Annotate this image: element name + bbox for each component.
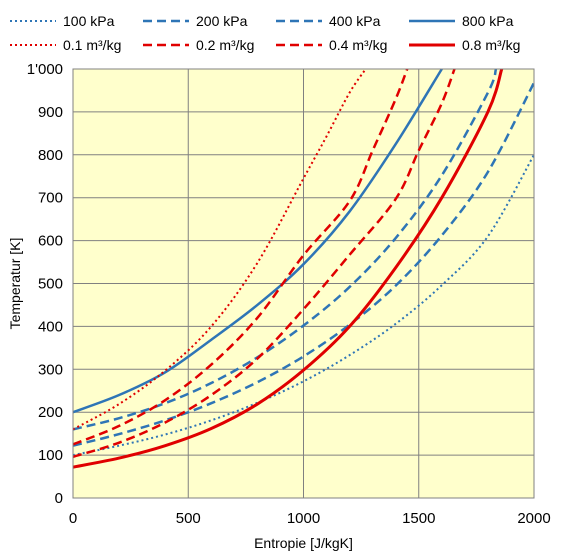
- y-tick-label: 0: [55, 490, 63, 507]
- y-tick-label: 1'000: [27, 61, 63, 78]
- legend-label-5: 0.2 m³/kg: [196, 37, 254, 53]
- series-line-0: [73, 154, 534, 457]
- y-tick-label: 800: [38, 147, 63, 164]
- y-tick-label: 100: [38, 447, 63, 464]
- series-line-7: [73, 68, 504, 469]
- x-tick-label: 0: [69, 510, 77, 527]
- legend-label-4: 0.1 m³/kg: [63, 37, 121, 53]
- x-tick-label: 1000: [287, 510, 320, 527]
- y-tick-label: 500: [38, 276, 63, 293]
- legend-label-2: 400 kPa: [329, 13, 381, 29]
- series-line-1: [73, 82, 534, 447]
- y-tick-label: 600: [38, 233, 63, 250]
- legend-label-7: 0.8 m³/kg: [462, 37, 520, 53]
- series-line-6: [73, 68, 456, 459]
- y-tick-label: 400: [38, 318, 63, 335]
- series-lines: [73, 68, 534, 469]
- x-tick-label: 500: [176, 510, 201, 527]
- y-axis-label: Temperatur [K]: [7, 238, 23, 330]
- y-tick-label: 200: [38, 404, 63, 421]
- x-tick-label: 1500: [402, 510, 435, 527]
- legend-label-0: 100 kPa: [63, 13, 115, 29]
- legend: 100 kPa 200 kPa 400 kPa 800 kPa 0.1 m³/kg 0.2…: [10, 13, 520, 53]
- series-line-5: [73, 68, 409, 446]
- x-axis-label: Entropie [J/kgK]: [254, 535, 353, 551]
- y-tick-label: 900: [38, 104, 63, 121]
- legend-label-3: 800 kPa: [462, 13, 514, 29]
- y-tick-label: 700: [38, 190, 63, 207]
- plot-border: [72, 68, 535, 499]
- x-tick-label: 2000: [517, 510, 550, 527]
- series-line-3: [73, 68, 443, 414]
- legend-label-6: 0.4 m³/kg: [329, 37, 387, 53]
- legend-label-1: 200 kPa: [196, 13, 248, 29]
- axes: 0 500 1000 1500 2000 0 100 200 300 400 500 600 700 80…: [7, 61, 551, 551]
- y-tick-label: 300: [38, 361, 63, 378]
